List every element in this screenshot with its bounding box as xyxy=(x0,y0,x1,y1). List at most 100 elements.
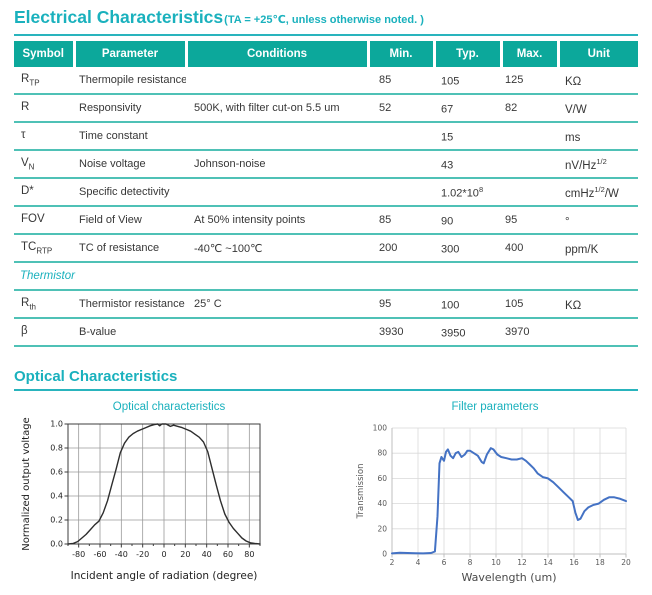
electrical-title-text: Electrical Characteristics xyxy=(14,7,224,27)
svg-text:4: 4 xyxy=(416,558,421,567)
unit-base: ms xyxy=(565,131,581,144)
chart-title-optical: Optical characteristics xyxy=(112,401,226,413)
optical-section-rule xyxy=(14,389,638,391)
typ-cell: 300 xyxy=(434,234,501,263)
symbol-cell: R xyxy=(14,94,74,123)
max-cell: 400 xyxy=(501,234,558,263)
filter-parameters-chart: Filter parameters 2 4 6 8 10 12 14 16 18 20 0 20 40 6… xyxy=(354,399,636,595)
svg-text:20: 20 xyxy=(377,524,387,533)
svg-text:80: 80 xyxy=(244,550,254,559)
unit-cell: cmHz1/2/W xyxy=(558,178,638,207)
symbol-cell: RTP xyxy=(14,67,74,95)
typ-cell: 1.02*108 xyxy=(434,178,501,207)
parameter-cell: TC of resistance xyxy=(74,234,186,263)
svg-text:60: 60 xyxy=(223,550,233,559)
svg-text:-20: -20 xyxy=(136,550,149,559)
min-cell: 85 xyxy=(368,67,434,95)
col-header-conditions: Conditions xyxy=(184,41,368,67)
svg-text:60: 60 xyxy=(377,474,387,483)
symbol-base: R xyxy=(21,100,30,113)
typ-base: 67 xyxy=(441,103,454,116)
unit-cell: nV/Hz1/2 xyxy=(558,150,638,179)
table-row: RTP Thermopile resistance 85 105 125 KΩ xyxy=(14,67,638,95)
symbol-cell: β xyxy=(14,318,74,347)
symbol-base: D* xyxy=(21,184,34,197)
table-header-row: Symbol Parameter Conditions Min. Typ. Ma… xyxy=(14,41,638,67)
typ-superscript: 8 xyxy=(478,184,484,194)
optical-section-title: Optical Characteristics xyxy=(14,368,178,385)
col-header-max: Max. xyxy=(499,41,558,67)
chart-title-filter: Filter parameters xyxy=(451,401,539,413)
col-header-min: Min. xyxy=(366,41,434,67)
max-cell xyxy=(501,150,558,179)
svg-text:-60: -60 xyxy=(93,550,106,559)
incident-angle-chart-canvas: -80 -60 -40 -20 0 20 40 60 80 0.0 0.2 0.4 0.6 0.8 1.0 I… xyxy=(21,417,261,582)
parameter-cell: Specific detectivity xyxy=(74,178,186,207)
table-row: Rth Thermistor resistance 25° C 95 100 1… xyxy=(14,290,638,319)
unit-cell: V/W xyxy=(558,94,638,123)
max-cell: 105 xyxy=(501,290,558,319)
svg-text:18: 18 xyxy=(595,558,605,567)
typ-cell: 15 xyxy=(434,122,501,151)
section-label: Thermistor xyxy=(14,262,638,291)
electrical-characteristics-table: Symbol Parameter Conditions Min. Typ. Ma… xyxy=(14,41,638,347)
symbol-subscript: RTP xyxy=(36,246,53,256)
svg-text:Transmission: Transmission xyxy=(356,464,366,520)
max-cell: 125 xyxy=(501,67,558,95)
svg-text:12: 12 xyxy=(517,558,527,567)
svg-text:40: 40 xyxy=(202,550,212,559)
typ-cell: 43 xyxy=(434,150,501,179)
symbol-cell: FOV xyxy=(14,206,74,235)
symbol-base: R xyxy=(21,72,30,85)
unit-base: V/W xyxy=(565,103,587,116)
unit-superscript: 1/2 xyxy=(596,156,607,166)
symbol-subscript: N xyxy=(28,162,35,172)
svg-text:10: 10 xyxy=(491,558,501,567)
unit-base: KΩ xyxy=(565,299,582,312)
symbol-subscript: TP xyxy=(29,78,40,88)
table-row: D* Specific detectivity 1.02*108 cmHz1/2… xyxy=(14,178,638,207)
typ-base: 3950 xyxy=(441,327,466,340)
unit-tail: /W xyxy=(604,187,619,200)
symbol-cell: τ xyxy=(14,122,74,151)
electrical-section-title: Electrical Characteristics(TA = +25℃, un… xyxy=(14,6,638,31)
typ-base: 1.02*10 xyxy=(441,187,479,200)
unit-cell: ppm/K xyxy=(558,234,638,263)
symbol-base: FOV xyxy=(21,212,45,225)
symbol-subscript: th xyxy=(29,302,36,312)
svg-text:6: 6 xyxy=(442,558,447,567)
parameter-cell: Responsivity xyxy=(74,94,186,123)
optical-characteristics-chart: Optical characteristics -80 -60 -40 -20 0 20 4… xyxy=(18,399,320,595)
conditions-cell: At 50% intensity points xyxy=(186,206,368,235)
unit-base: ° xyxy=(565,215,570,228)
svg-text:14: 14 xyxy=(543,558,553,567)
svg-text:0.2: 0.2 xyxy=(50,516,63,525)
table-row: TCRTP TC of resistance -40℃ ~100℃ 200 30… xyxy=(14,234,638,263)
conditions-cell: Johnson-noise xyxy=(186,150,368,179)
col-header-parameter: Parameter xyxy=(72,41,186,67)
table-section-row: Thermistor xyxy=(14,262,638,291)
conditions-cell: 25° C xyxy=(186,290,368,319)
svg-text:0: 0 xyxy=(161,550,166,559)
datasheet-page: Electrical Characteristics(TA = +25℃, un… xyxy=(14,6,638,584)
typ-cell: 90 xyxy=(434,206,501,235)
typ-base: 300 xyxy=(441,243,460,256)
svg-text:8: 8 xyxy=(468,558,473,567)
unit-cell xyxy=(558,318,638,347)
svg-text:2: 2 xyxy=(390,558,395,567)
unit-superscript: 1/2 xyxy=(594,184,605,194)
typ-base: 90 xyxy=(441,215,454,228)
unit-cell: KΩ xyxy=(558,67,638,95)
parameter-cell: Noise voltage xyxy=(74,150,186,179)
symbol-base: R xyxy=(21,296,30,309)
svg-text:20: 20 xyxy=(621,558,631,567)
svg-text:-80: -80 xyxy=(72,550,85,559)
col-header-unit: Unit xyxy=(556,41,638,67)
svg-text:0.8: 0.8 xyxy=(50,444,63,453)
symbol-base: V xyxy=(21,156,29,169)
svg-text:0.0: 0.0 xyxy=(50,540,63,549)
electrical-section-rule xyxy=(14,34,638,36)
symbol-cell: VN xyxy=(14,150,74,179)
col-header-symbol: Symbol xyxy=(14,41,74,67)
symbol-base: τ xyxy=(21,128,26,141)
